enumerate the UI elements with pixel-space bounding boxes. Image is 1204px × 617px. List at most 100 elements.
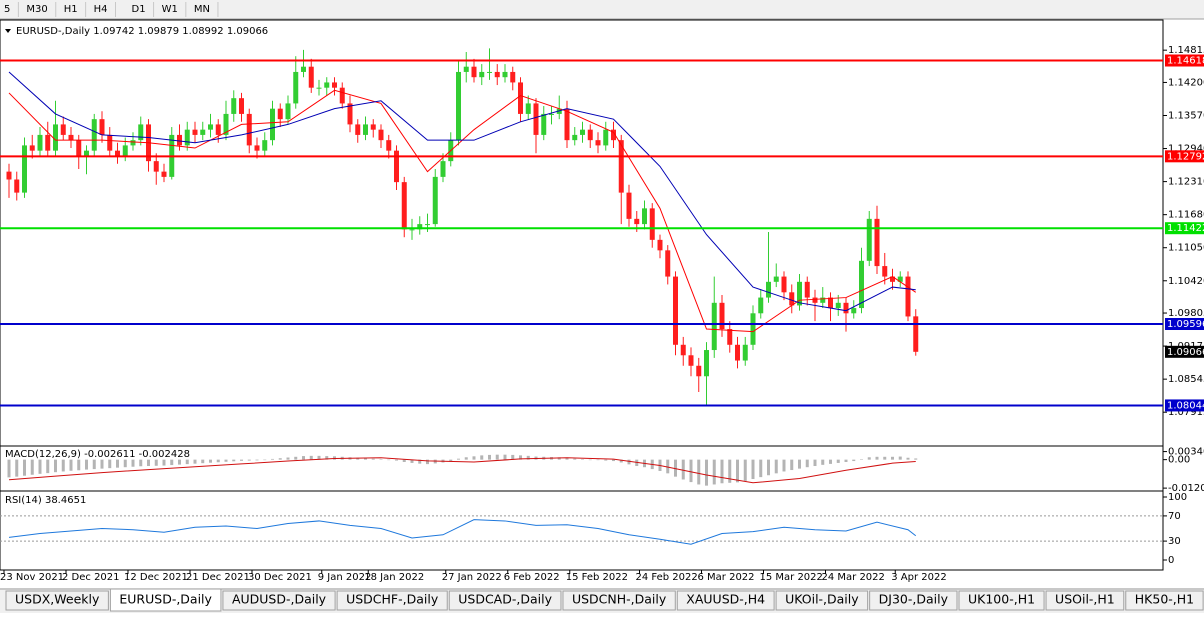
candle-body xyxy=(874,218,880,267)
macd-bar xyxy=(782,459,786,472)
symbol-tab[interactable]: USDCNH-,Daily xyxy=(562,590,676,611)
tab-label[interactable]: AUDUSD-,Daily xyxy=(232,592,327,607)
macd-bar xyxy=(581,459,584,460)
x-tick-label: 15 Feb 2022 xyxy=(566,572,628,583)
macd-bar xyxy=(480,455,484,460)
candle-body xyxy=(572,134,578,141)
symbol-tab[interactable]: USDX,Weekly xyxy=(5,590,109,611)
timeframe-button[interactable]: D1 xyxy=(132,2,155,17)
tab-bg[interactable] xyxy=(958,590,1045,611)
candle-body xyxy=(463,66,469,72)
timeframe-button[interactable]: H4 xyxy=(94,2,117,17)
candle-body xyxy=(29,145,35,151)
tab-label[interactable]: DJ30-,Daily xyxy=(879,592,949,607)
symbol-tab[interactable]: USOil-,H1 xyxy=(1045,590,1125,611)
macd-bar xyxy=(209,459,212,463)
macd-bar xyxy=(426,459,429,465)
macd-bar xyxy=(759,459,763,478)
timeframe-button[interactable]: MN xyxy=(194,2,219,17)
candle-body xyxy=(518,82,523,114)
tab-label[interactable]: USDCNH-,Daily xyxy=(572,592,667,607)
y-tick-label: 1.09805 xyxy=(1168,308,1204,319)
symbol-tab[interactable]: DJ30-,Daily xyxy=(869,590,958,611)
timeframe-label[interactable]: H4 xyxy=(94,4,108,15)
macd-bar xyxy=(92,459,96,470)
tab-bg[interactable] xyxy=(869,590,958,611)
tab-label[interactable]: USDCAD-,Daily xyxy=(458,592,552,607)
tab-bg[interactable] xyxy=(775,590,869,611)
symbol-tab[interactable]: UKOil-,Daily xyxy=(775,590,869,611)
macd-bar xyxy=(604,459,608,461)
candle-body xyxy=(657,239,663,251)
macd-bar xyxy=(712,459,716,485)
timeframe-button[interactable]: M30 xyxy=(26,2,57,17)
tab-bg[interactable] xyxy=(562,590,676,611)
symbol-tab[interactable]: AUDUSD-,Daily xyxy=(222,590,336,611)
timeframe-label[interactable]: D1 xyxy=(132,4,146,15)
symbol-tab[interactable]: USDCAD-,Daily xyxy=(448,590,562,611)
candle-body xyxy=(262,140,268,151)
macd-bar xyxy=(147,459,150,467)
macd-bar xyxy=(108,459,112,469)
candle-body xyxy=(293,71,299,104)
timeframe-button[interactable]: H1 xyxy=(64,2,87,17)
timeframe-button[interactable]: W1 xyxy=(162,2,187,17)
candle-body xyxy=(215,124,221,135)
level-label-bg xyxy=(1165,399,1204,412)
tab-label[interactable]: XAUUSD-,H4 xyxy=(686,592,765,607)
candle-body xyxy=(797,281,802,306)
candle-body xyxy=(611,129,616,141)
symbol-tab[interactable]: UK100-,H1 xyxy=(958,590,1045,611)
candle-body xyxy=(208,124,213,130)
macd-bar xyxy=(240,459,243,461)
symbol-tab[interactable]: XAUUSD-,H4 xyxy=(676,590,775,611)
tab-bg[interactable] xyxy=(676,590,775,611)
tab-bg[interactable] xyxy=(5,590,109,611)
timeframe-button[interactable]: 5 xyxy=(4,2,19,17)
candle-body xyxy=(711,302,717,351)
tab-label[interactable]: HK50-,H1 xyxy=(1135,592,1194,607)
tab-label[interactable]: USDCHF-,Daily xyxy=(346,592,439,607)
timeframe-label[interactable]: W1 xyxy=(162,4,178,15)
macd-bar xyxy=(387,459,391,461)
tab-bg[interactable] xyxy=(222,590,336,611)
symbol-tab[interactable]: HK50-,H1 xyxy=(1125,590,1204,611)
symbol-tab[interactable]: EURUSD-,Daily xyxy=(109,588,222,612)
macd-bar xyxy=(457,458,460,460)
symbol-tab[interactable]: USDCHF-,Daily xyxy=(336,590,448,611)
candle-body xyxy=(316,87,322,89)
candle-body xyxy=(866,218,872,261)
timeframe-label[interactable]: 5 xyxy=(4,4,10,15)
candle-body xyxy=(347,103,353,125)
tab-label[interactable]: UKOil-,Daily xyxy=(785,592,859,607)
tab-label[interactable]: EURUSD-,Daily xyxy=(119,592,212,607)
timeframe-label[interactable]: MN xyxy=(194,4,210,15)
macd-bar xyxy=(278,458,282,460)
candle-body xyxy=(417,224,423,230)
y-tick-label: 1.10420 xyxy=(1168,276,1204,287)
macd-bar xyxy=(883,456,887,460)
tab-bg[interactable] xyxy=(336,590,448,611)
timeframe-label[interactable]: M30 xyxy=(26,4,47,15)
tab-bg[interactable] xyxy=(1125,590,1204,611)
tab-label[interactable]: USOil-,H1 xyxy=(1055,592,1115,607)
candle-body xyxy=(401,182,407,230)
candle-body xyxy=(138,124,144,141)
tab-label[interactable]: UK100-,H1 xyxy=(968,592,1035,607)
chart-title: EURUSD-,Daily 1.09742 1.09879 1.08992 1.… xyxy=(16,26,268,37)
level-label-bg xyxy=(1165,318,1204,331)
y-tick-label: 1.12940 xyxy=(1168,144,1204,155)
tab-bg[interactable] xyxy=(1045,590,1125,611)
candle-body xyxy=(479,71,485,78)
macd-bar xyxy=(325,456,329,460)
tab-label[interactable]: USDX,Weekly xyxy=(15,592,100,607)
candle-body xyxy=(440,161,446,177)
candle-body xyxy=(192,129,198,135)
macd-bar xyxy=(464,457,468,460)
y-tick-label: 1.12310 xyxy=(1168,177,1204,188)
tab-bg[interactable] xyxy=(448,590,562,611)
tab-bg[interactable] xyxy=(109,588,222,612)
candle-body xyxy=(688,355,694,366)
macd-bar xyxy=(619,459,623,463)
timeframe-label[interactable]: H1 xyxy=(64,4,78,15)
